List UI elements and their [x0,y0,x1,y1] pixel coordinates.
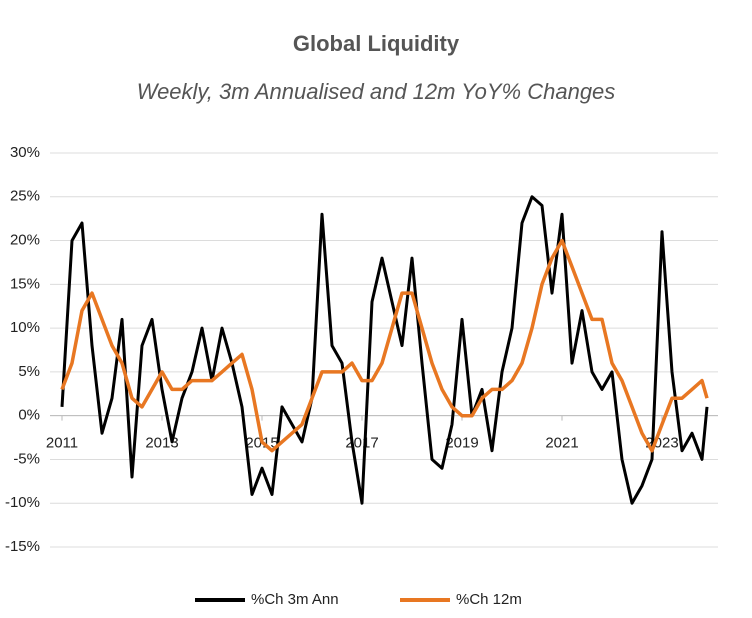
y-tick-label: -10% [5,494,40,511]
y-tick-label: -5% [13,450,40,467]
y-tick-label: 15% [10,275,40,292]
series-line [60,195,709,505]
legend-label: %Ch 3m Ann [251,591,339,608]
y-tick-label: 25% [10,188,40,205]
y-tick-label: -15% [5,538,40,555]
y-tick-label: 0% [18,407,40,424]
chart-title: Global Liquidity [293,31,460,56]
y-tick-label: 10% [10,319,40,336]
legend-label: %Ch 12m [456,591,522,608]
y-tick-label: 5% [18,363,40,380]
x-tick-label: 2021 [545,435,578,452]
x-tick-label: 2019 [445,435,478,452]
y-tick-label: 30% [10,144,40,161]
y-tick-label: 20% [10,232,40,249]
x-tick-label: 2011 [46,435,78,452]
series-line [60,238,709,453]
chart-subtitle: Weekly, 3m Annualised and 12m YoY% Chang… [137,79,616,104]
